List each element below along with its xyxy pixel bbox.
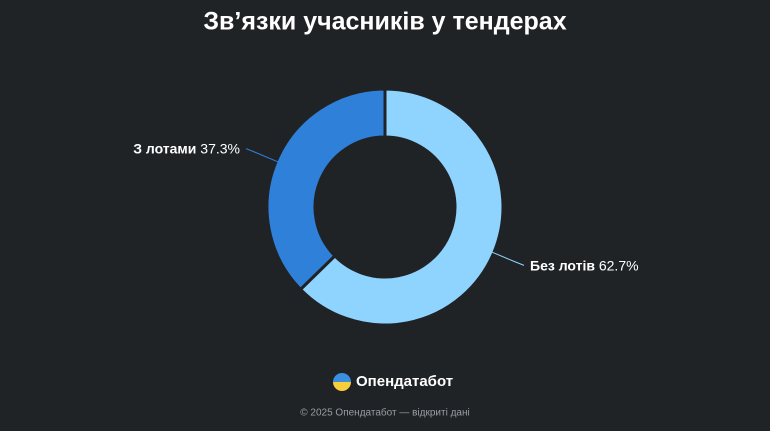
- donut-slice: [265, 87, 387, 292]
- leader-line: [245, 148, 279, 163]
- slice-value: 62.7%: [599, 257, 639, 273]
- footer: © 2025 Опендатабот — відкриті дані: [300, 407, 469, 419]
- donut-slice: [298, 87, 505, 327]
- leader-line: [491, 251, 525, 266]
- slice-label: З лотами 37.3%: [133, 140, 240, 156]
- brand-logo: [333, 373, 351, 391]
- slice-name: Без лотів: [530, 257, 595, 273]
- slice-value: 37.3%: [200, 140, 240, 156]
- chart-title: Зв’язки учасників у тендерах: [203, 8, 566, 36]
- brand-name: Опендатабот: [356, 373, 453, 390]
- slice-name: З лотами: [133, 140, 196, 156]
- slice-label: Без лотів 62.7%: [530, 257, 639, 273]
